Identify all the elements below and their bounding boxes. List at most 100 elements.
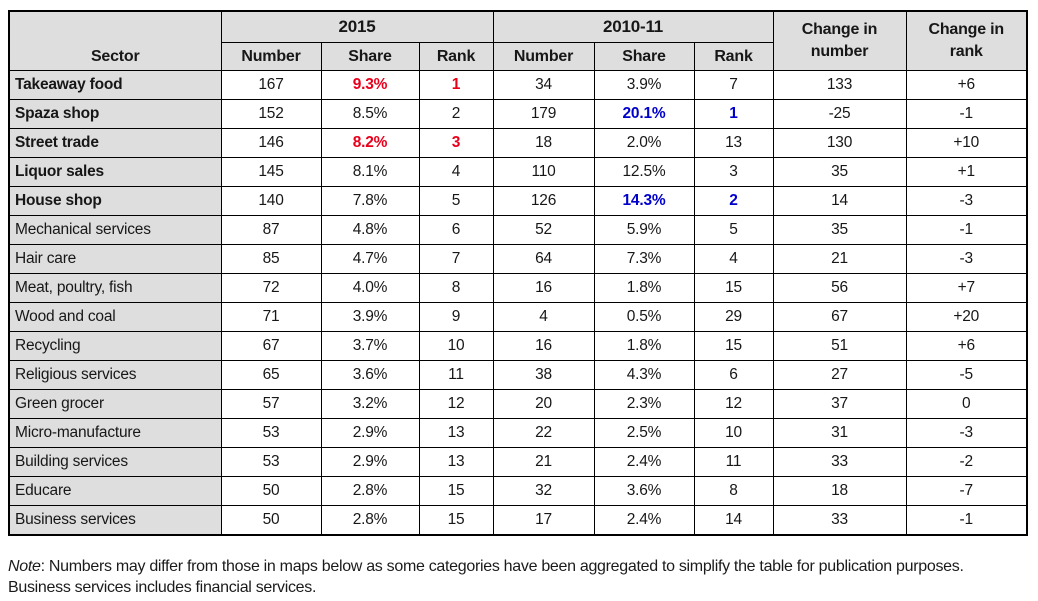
rank-2010-cell: 1 (693, 99, 774, 129)
change-rank-cell: 0 (905, 389, 1028, 419)
number-2010-cell: 4 (492, 302, 595, 332)
table-row: Meat, poultry, fish 72 4.0% 8 16 1.8% 15 56 +7 (8, 273, 1028, 303)
sector-cell: Liquor sales (8, 157, 222, 187)
change-rank-cell: +1 (905, 157, 1028, 187)
change-rank-cell: +10 (905, 128, 1028, 158)
change-number-cell: 27 (772, 360, 907, 390)
change-number-cell: 56 (772, 273, 907, 303)
rank-2010-cell: 4 (693, 244, 774, 274)
rank-2015-cell: 5 (418, 186, 494, 216)
header-row-groups: Sector 2015 2010-11 Change in number Cha… (8, 10, 1028, 71)
sector-cell: Meat, poultry, fish (8, 273, 222, 303)
share-2010-cell: 4.3% (593, 360, 695, 390)
rank-2015-cell: 13 (418, 418, 494, 448)
share-2015-cell: 8.5% (320, 99, 420, 129)
change-number-cell: 37 (772, 389, 907, 419)
share-2010-cell: 20.1% (593, 99, 695, 129)
table-row: Mechanical services 87 4.8% 6 52 5.9% 5 35 -1 (8, 215, 1028, 245)
sector-cell: Wood and coal (8, 302, 222, 332)
number-2015-cell: 87 (220, 215, 322, 245)
number-2015-cell: 152 (220, 99, 322, 129)
number-2010-cell: 52 (492, 215, 595, 245)
sector-cell: Spaza shop (8, 99, 222, 129)
change-rank-cell: -5 (905, 360, 1028, 390)
rank-2010-cell: 10 (693, 418, 774, 448)
table-row: Takeaway food 167 9.3% 1 34 3.9% 7 133 +6 (8, 70, 1028, 100)
sector-cell: Green grocer (8, 389, 222, 419)
rank-2015-cell: 1 (418, 70, 494, 100)
rank-2010-cell: 2 (693, 186, 774, 216)
number-2015-cell: 65 (220, 360, 322, 390)
sector-comparison-table: Sector 2015 2010-11 Change in number Cha… (8, 10, 1028, 536)
change-number-cell: 67 (772, 302, 907, 332)
change-rank-cell: +20 (905, 302, 1028, 332)
share-2010-cell: 2.4% (593, 505, 695, 536)
col-header-rank-2015: Rank (418, 42, 494, 71)
share-2010-cell: 1.8% (593, 273, 695, 303)
number-2010-cell: 16 (492, 273, 595, 303)
change-number-cell: 31 (772, 418, 907, 448)
number-2010-cell: 20 (492, 389, 595, 419)
sector-cell: House shop (8, 186, 222, 216)
share-2015-cell: 3.2% (320, 389, 420, 419)
col-header-change-in-number: Change in number (772, 10, 907, 71)
share-2010-cell: 2.3% (593, 389, 695, 419)
table-row: Business services 50 2.8% 15 17 2.4% 14 33 -1 (8, 505, 1028, 536)
change-rank-cell: -7 (905, 476, 1028, 506)
number-2010-cell: 126 (492, 186, 595, 216)
rank-2015-cell: 11 (418, 360, 494, 390)
table-row: Educare 50 2.8% 15 32 3.6% 8 18 -7 (8, 476, 1028, 506)
rank-2015-cell: 12 (418, 389, 494, 419)
note-text: : Numbers may differ from those in maps … (8, 558, 964, 597)
change-rank-cell: +7 (905, 273, 1028, 303)
share-2010-cell: 1.8% (593, 331, 695, 361)
sector-cell: Hair care (8, 244, 222, 274)
sector-cell: Educare (8, 476, 222, 506)
rank-2010-cell: 5 (693, 215, 774, 245)
number-2015-cell: 146 (220, 128, 322, 158)
rank-2010-cell: 13 (693, 128, 774, 158)
header-row-sub: Number Share Rank Number Share Rank (9, 42, 1027, 71)
number-2015-cell: 145 (220, 157, 322, 187)
rank-2010-cell: 29 (693, 302, 774, 332)
sector-cell: Micro-manufacture (8, 418, 222, 448)
rank-2010-cell: 12 (693, 389, 774, 419)
number-2010-cell: 16 (492, 331, 595, 361)
change-number-cell: 33 (772, 505, 907, 536)
table-row: Liquor sales 145 8.1% 4 110 12.5% 3 35 +1 (8, 157, 1028, 187)
number-2015-cell: 85 (220, 244, 322, 274)
share-2010-cell: 3.9% (593, 70, 695, 100)
sector-cell: Business services (8, 505, 222, 536)
table-row: Wood and coal 71 3.9% 9 4 0.5% 29 67 +20 (8, 302, 1028, 332)
col-header-change-in-rank: Change in rank (905, 10, 1028, 71)
number-2015-cell: 71 (220, 302, 322, 332)
number-2015-cell: 167 (220, 70, 322, 100)
number-2010-cell: 34 (492, 70, 595, 100)
share-2015-cell: 3.6% (320, 360, 420, 390)
table-note: Note: Numbers may differ from those in m… (8, 556, 1000, 598)
sector-cell: Street trade (8, 128, 222, 158)
change-number-cell: 133 (772, 70, 907, 100)
table-row: Street trade 146 8.2% 3 18 2.0% 13 130 +10 (8, 128, 1028, 158)
table-row: Hair care 85 4.7% 7 64 7.3% 4 21 -3 (8, 244, 1028, 274)
rank-2015-cell: 7 (418, 244, 494, 274)
change-number-cell: 33 (772, 447, 907, 477)
share-2015-cell: 8.1% (320, 157, 420, 187)
number-2010-cell: 110 (492, 157, 595, 187)
change-rank-cell: -1 (905, 505, 1028, 536)
change-rank-cell: +6 (905, 331, 1028, 361)
change-number-cell: 14 (772, 186, 907, 216)
table-row: Green grocer 57 3.2% 12 20 2.3% 12 37 0 (8, 389, 1028, 419)
rank-2010-cell: 6 (693, 360, 774, 390)
number-2010-cell: 64 (492, 244, 595, 274)
rank-2010-cell: 14 (693, 505, 774, 536)
number-2010-cell: 179 (492, 99, 595, 129)
number-2010-cell: 21 (492, 447, 595, 477)
share-2015-cell: 3.9% (320, 302, 420, 332)
col-header-rank-2010: Rank (693, 42, 774, 71)
number-2015-cell: 67 (220, 331, 322, 361)
rank-2015-cell: 15 (418, 476, 494, 506)
share-2010-cell: 2.5% (593, 418, 695, 448)
rank-2010-cell: 3 (693, 157, 774, 187)
share-2010-cell: 2.0% (593, 128, 695, 158)
